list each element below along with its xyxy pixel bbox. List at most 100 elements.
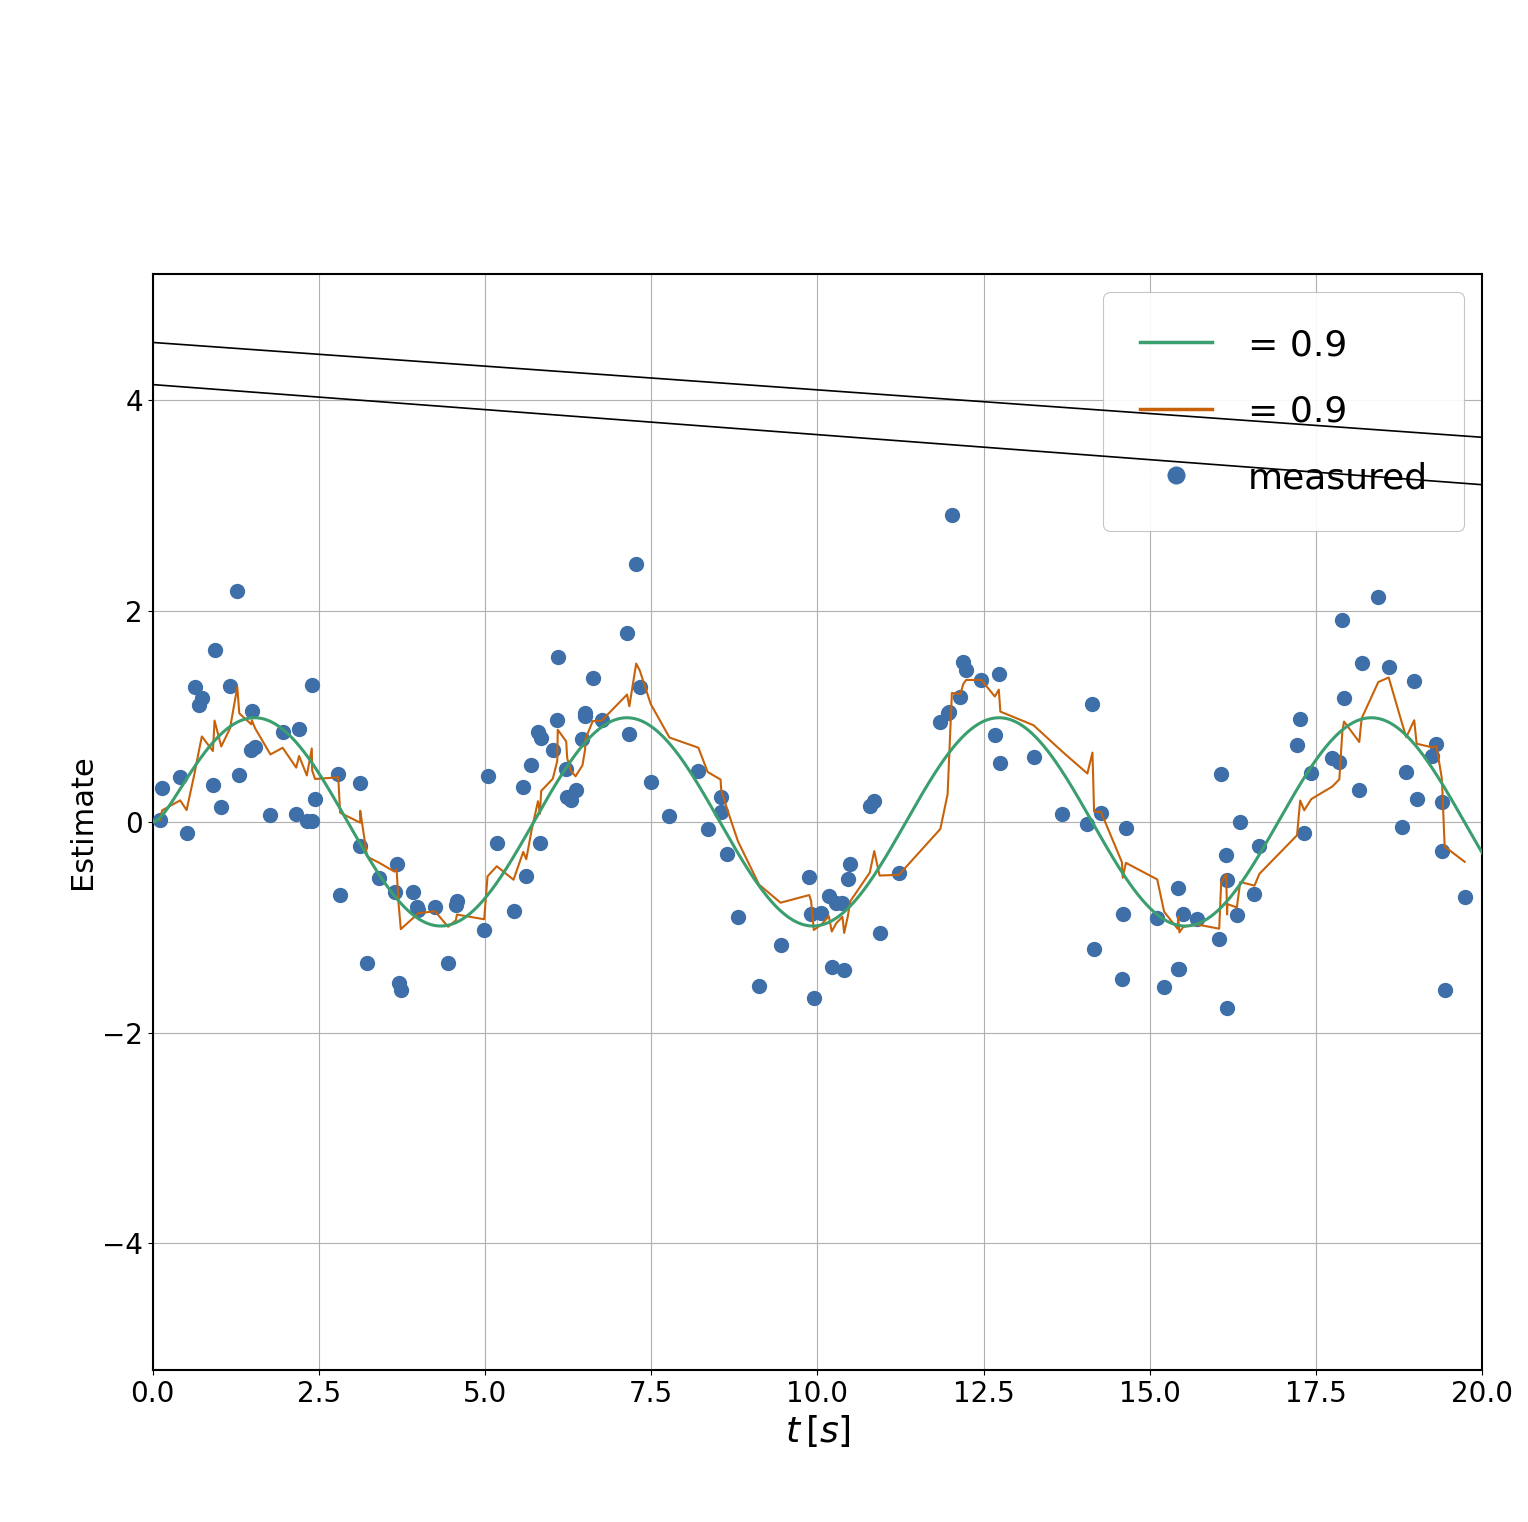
Point: [228, 763, 252, 787]
Point: [950, 650, 975, 674]
Point: [545, 644, 570, 668]
Point: [354, 951, 379, 976]
Point: [1229, 810, 1253, 834]
Point: [657, 804, 681, 828]
Point: [1389, 814, 1413, 839]
Point: [555, 784, 579, 808]
Point: [1299, 761, 1323, 785]
Point: [1430, 790, 1455, 814]
Point: [1166, 875, 1190, 900]
Point: [1293, 820, 1317, 845]
Point: [541, 738, 565, 763]
Point: [526, 720, 550, 744]
Point: [501, 900, 526, 924]
Point: [839, 852, 863, 877]
Point: [614, 621, 639, 645]
Point: [182, 676, 206, 700]
Point: [831, 959, 856, 983]
Point: [545, 708, 570, 732]
Point: [299, 810, 324, 834]
Point: [1404, 787, 1429, 811]
Point: [836, 868, 860, 892]
Point: [1076, 813, 1100, 837]
Point: [830, 890, 854, 915]
Point: [472, 918, 497, 942]
Point: [367, 866, 391, 890]
Point: [1167, 957, 1192, 982]
Point: [886, 861, 911, 886]
Point: [808, 901, 833, 925]
Point: [243, 735, 267, 759]
Point: [387, 971, 411, 995]
Point: [1215, 997, 1239, 1021]
Point: [475, 764, 500, 788]
Point: [1328, 750, 1352, 775]
Point: [1082, 938, 1106, 962]
Point: [573, 700, 597, 724]
Point: [1166, 956, 1190, 980]
Point: [1366, 584, 1390, 609]
Point: [405, 895, 429, 919]
Point: [1320, 746, 1345, 770]
Point: [709, 785, 733, 810]
Point: [238, 738, 263, 763]
Point: [484, 831, 509, 855]
Point: [555, 756, 579, 781]
Point: [1114, 816, 1138, 840]
Point: [617, 721, 642, 746]
Point: [590, 708, 614, 732]
Point: [1432, 979, 1456, 1003]
Point: [1403, 668, 1427, 693]
Point: [949, 685, 973, 709]
Point: [581, 667, 605, 691]
Point: [935, 700, 960, 724]
Point: [148, 808, 173, 833]
Point: [695, 816, 720, 840]
Point: [1285, 734, 1309, 758]
Point: [186, 693, 211, 717]
Point: [573, 705, 597, 729]
Point: [406, 898, 431, 922]
Point: [1184, 907, 1209, 931]
Point: [1215, 868, 1239, 892]
Legend: = 0.9, = 0.9, measured: = 0.9, = 0.9, measured: [1103, 292, 1464, 531]
Point: [202, 638, 226, 662]
Point: [225, 578, 249, 603]
Point: [686, 759, 711, 784]
Point: [287, 717, 312, 741]
Point: [348, 834, 373, 858]
Point: [1050, 801, 1074, 825]
Point: [329, 883, 353, 907]
Point: [520, 753, 544, 778]
Point: [200, 773, 225, 798]
Point: [1209, 763, 1233, 787]
Point: [1349, 651, 1374, 676]
Point: [824, 890, 848, 915]
Point: [623, 551, 648, 575]
Point: [1247, 834, 1271, 858]
Point: [1424, 732, 1449, 756]
Point: [1453, 886, 1478, 910]
Point: [325, 761, 350, 785]
Point: [150, 776, 174, 801]
Point: [348, 772, 373, 796]
Point: [1348, 778, 1372, 802]
Y-axis label: Estimate: Estimate: [67, 755, 96, 889]
Point: [799, 903, 824, 927]
Point: [816, 884, 840, 909]
Point: [726, 904, 750, 928]
Point: [529, 726, 553, 750]
Point: [802, 986, 827, 1011]
Point: [1430, 839, 1455, 863]
Point: [189, 686, 214, 711]
Point: [527, 831, 552, 855]
Point: [423, 895, 448, 919]
Point: [937, 700, 961, 724]
Point: [443, 893, 468, 918]
Point: [989, 750, 1013, 775]
Point: [510, 775, 535, 799]
Point: [798, 864, 822, 889]
Point: [270, 720, 295, 744]
Point: [715, 842, 740, 866]
Point: [295, 808, 319, 833]
